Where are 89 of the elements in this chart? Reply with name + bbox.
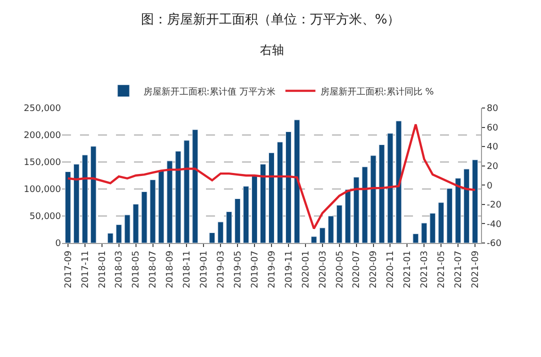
x-tick-label: 2018-05: [132, 250, 142, 288]
x-tick-label: 2019-07: [250, 250, 260, 288]
bar: [218, 222, 224, 243]
line-series: [66, 123, 476, 230]
x-tick-label: 2021-01: [403, 250, 414, 288]
bar: [438, 202, 444, 243]
x-tick-label: 2018-07: [148, 250, 159, 288]
y2-tick-label: 20: [486, 162, 499, 172]
bar: [268, 152, 275, 243]
bar: [430, 213, 436, 243]
bar: [285, 132, 292, 243]
bar: [378, 144, 385, 243]
y2-tick-label: -40: [486, 220, 502, 230]
x-tick-label: 2017-09: [64, 250, 74, 288]
x-tick-label: 2020-01: [301, 250, 312, 288]
bar: [90, 146, 96, 243]
x-tick-label: 2020-09: [369, 250, 380, 288]
bar: [184, 140, 190, 243]
bar: [421, 222, 428, 243]
bar: [234, 198, 241, 243]
y-tick-label: 200,000: [24, 131, 62, 142]
bar: [252, 174, 258, 243]
bar: [328, 216, 334, 243]
x-tick-label: 2019-05: [233, 250, 244, 288]
x-tick-label: 2019-09: [267, 250, 278, 288]
x-tick-label: 2021-05: [437, 250, 448, 288]
y2-tick-label: 0: [486, 181, 493, 192]
y2-tick-label: -20: [486, 200, 502, 211]
bar: [464, 168, 470, 243]
bar: [310, 236, 317, 243]
y-tick-label: 100,000: [24, 185, 62, 196]
bar: [472, 160, 478, 243]
bar: [336, 204, 342, 243]
chart-title: 图：房屋新开工面积（单位：万平方米、%）: [140, 11, 400, 28]
bar: [175, 150, 182, 243]
bar: [124, 214, 130, 243]
x-tick-label: 2020-07: [352, 250, 362, 288]
x-tick-label: 2019-01: [200, 250, 210, 288]
x-tick-label: 2018-01: [98, 250, 108, 288]
bar: [82, 154, 88, 243]
bar: [192, 129, 198, 243]
bar: [319, 228, 326, 243]
bar: [226, 211, 232, 243]
x-tick-label: 2017-11: [80, 250, 91, 288]
legend-label: 房屋新开工面积:累计值 万平方米: [144, 86, 276, 98]
bar: [150, 180, 156, 243]
bar: [260, 164, 266, 243]
x-tick-label: 2020-05: [335, 250, 346, 288]
bar: [446, 188, 453, 243]
y-tick-label: 250,000: [24, 104, 62, 114]
bar: [243, 186, 250, 243]
bar: [362, 166, 368, 243]
x-tick-label: 2020-03: [318, 250, 328, 288]
y2-tick-label: 40: [486, 142, 499, 153]
y2-tick-label: 80: [486, 104, 499, 114]
bar: [294, 120, 300, 243]
bar: [107, 233, 114, 243]
x-tick-label: 2019-11: [284, 250, 294, 288]
x-tick-label: 2021-03: [420, 250, 430, 288]
x-tick-label: 2018-09: [166, 250, 176, 288]
bar: [73, 164, 80, 243]
bar: [396, 120, 402, 243]
bar: [166, 160, 173, 243]
bar: [353, 176, 360, 243]
y2-tick-label: -60: [486, 239, 502, 250]
y-tick-label: 150,000: [24, 158, 62, 168]
bar: [412, 234, 419, 243]
chart-subtitle: 右轴: [260, 43, 284, 57]
bar: [132, 204, 139, 243]
bar: [64, 171, 71, 243]
y2-tick-label: 60: [486, 123, 499, 134]
x-tick-label: 2020-11: [386, 250, 396, 288]
bar: [209, 232, 216, 243]
bar: [276, 142, 283, 243]
bar: [141, 191, 148, 243]
bar: [370, 155, 376, 243]
bar: [344, 189, 351, 243]
y-tick-label: 50,000: [30, 212, 62, 222]
x-tick-label: 2021-07: [454, 250, 464, 288]
bar: [455, 178, 462, 243]
x-tick-label: 2021-09: [470, 250, 481, 288]
x-tick-label: 2019-03: [216, 250, 227, 288]
y-tick-label: 0: [55, 239, 62, 250]
x-tick-label: 2018-11: [182, 250, 193, 288]
legend-label: 房屋新开工面积:累计同比 %: [320, 86, 434, 98]
bar: [116, 224, 122, 243]
x-tick-label: 2018-03: [114, 250, 125, 288]
bar: [158, 170, 164, 243]
bar: [387, 133, 394, 243]
